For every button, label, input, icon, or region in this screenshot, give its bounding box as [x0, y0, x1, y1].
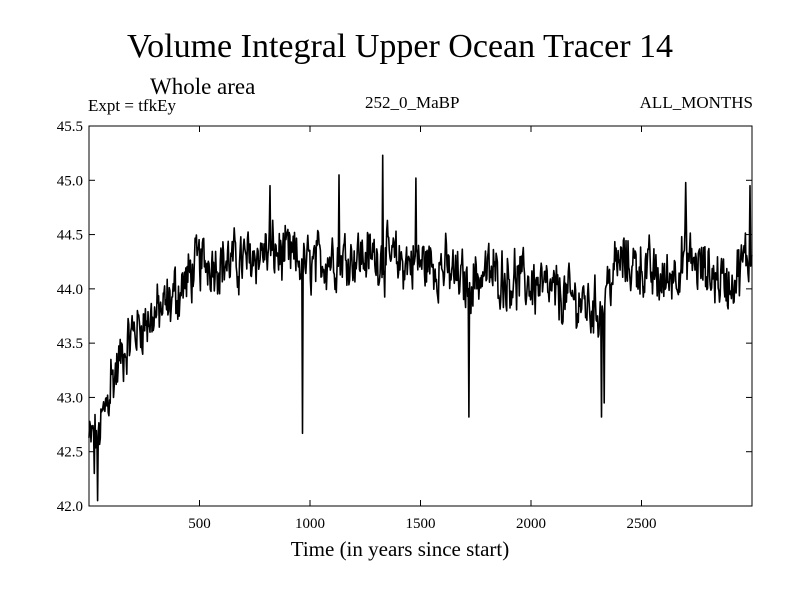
x-tick-label: 1000 [295, 516, 325, 532]
y-tick-label: 43.0 [57, 390, 83, 406]
y-tick-label: 44.5 [57, 228, 83, 244]
y-tick-label: 45.0 [57, 173, 83, 189]
chart-subtitle: Whole area [150, 74, 256, 99]
x-tick-label: 1500 [406, 516, 436, 532]
x-tick-label: 500 [188, 516, 211, 532]
x-axis-label: Time (in years since start) [290, 537, 510, 561]
y-tick-label: 42.0 [57, 499, 83, 515]
x-tick-label: 2000 [516, 516, 546, 532]
run-label: 252_0_MaBP [365, 93, 460, 112]
y-tick-label: 45.5 [57, 119, 83, 135]
months-label: ALL_MONTHS [639, 93, 753, 112]
plot-frame [88, 125, 753, 507]
y-tick-label: 44.0 [57, 282, 83, 298]
experiment-label: Expt = tfkEy [88, 96, 176, 115]
series-line [88, 154, 753, 502]
y-tick-label: 43.5 [57, 336, 83, 352]
x-tick-label: 2500 [627, 516, 657, 532]
y-tick-label: 42.5 [57, 445, 83, 461]
chart-title: Volume Integral Upper Ocean Tracer 14 [126, 28, 674, 65]
